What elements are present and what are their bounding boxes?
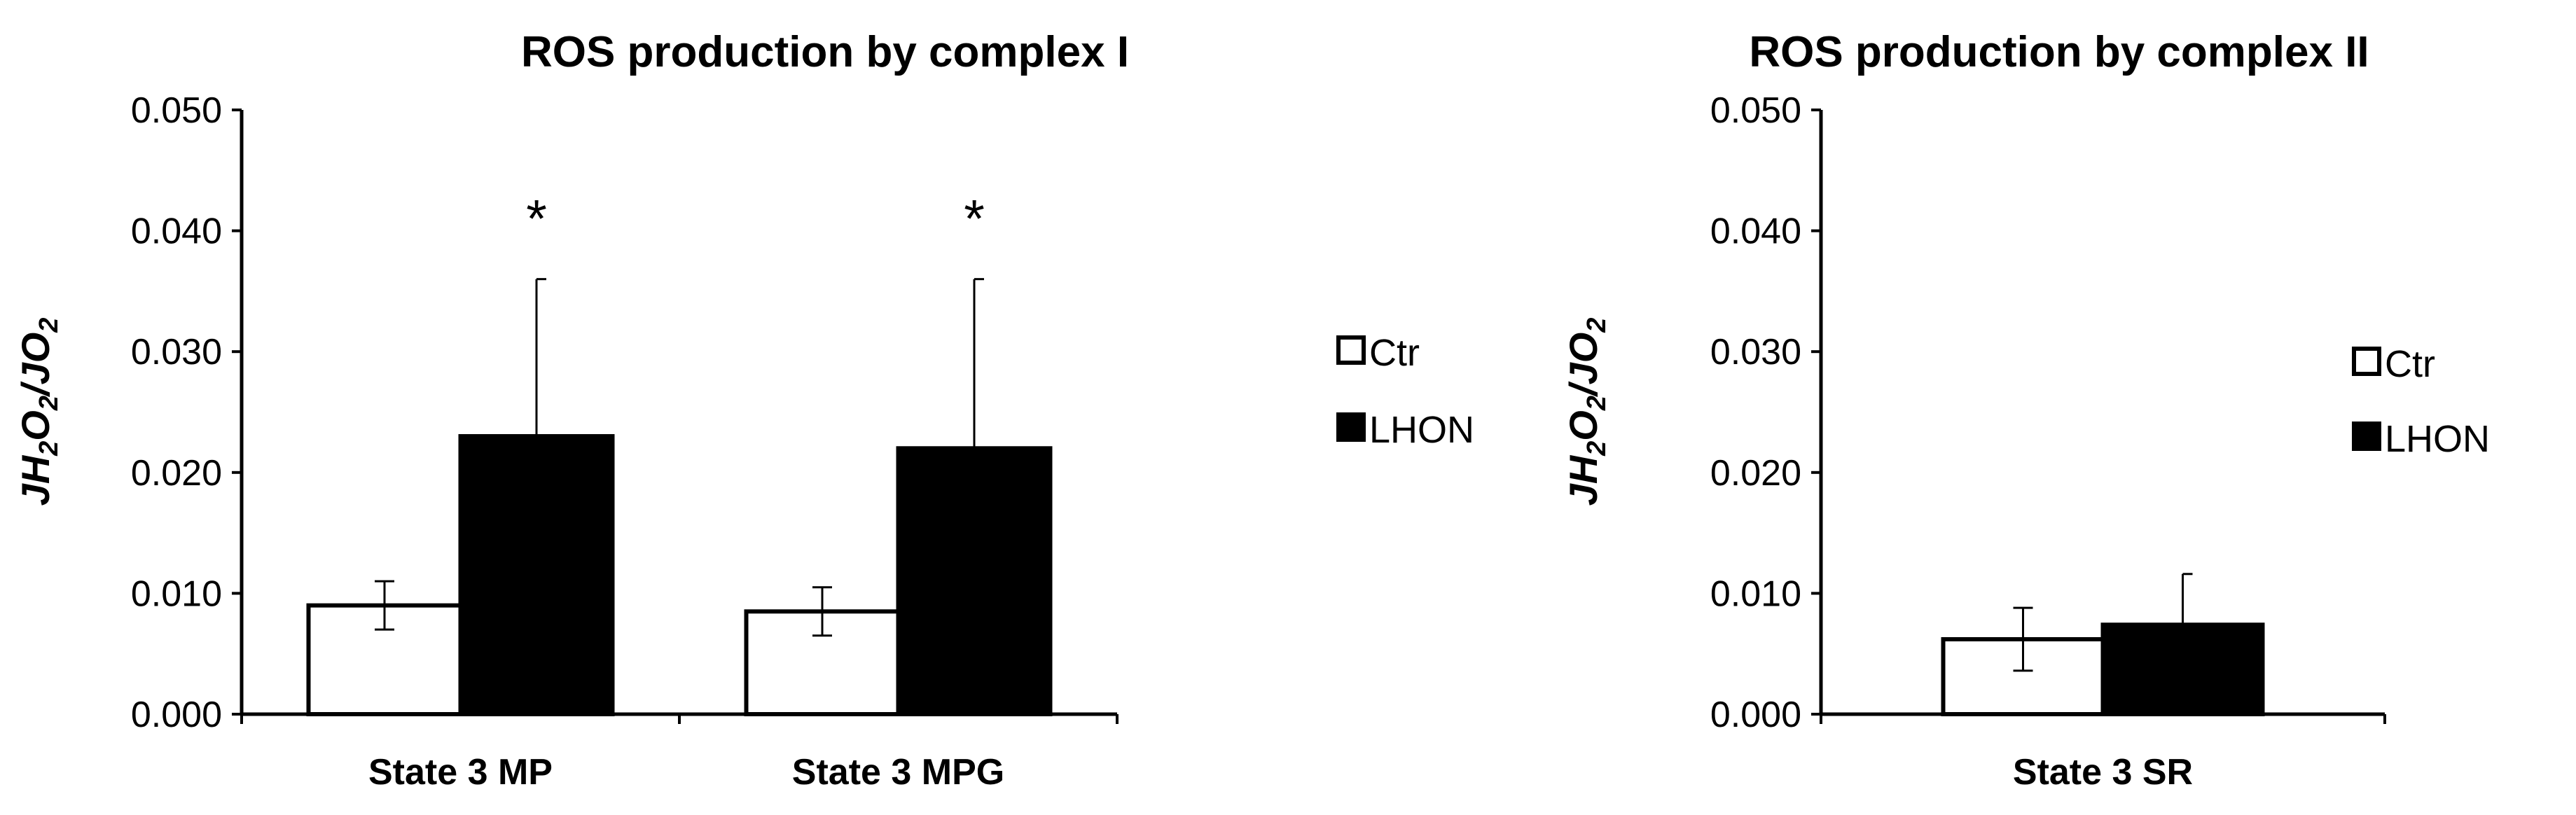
- y-tick-label: 0.000: [131, 695, 222, 735]
- legend-swatch-lhon: [2352, 422, 2381, 451]
- y-tick-label: 0.030: [1710, 332, 1801, 372]
- y-tick-label: 0.050: [131, 90, 222, 131]
- legend-label-lhon: LHON: [1369, 409, 1474, 451]
- y-tick-label: 0.020: [1710, 453, 1801, 494]
- legend-swatch-ctr: [2352, 347, 2381, 376]
- legend-label-ctr: Ctr: [1369, 332, 1420, 374]
- y-axis-label-part: 2: [34, 441, 64, 457]
- category-label: State 3 MPG: [792, 752, 1004, 793]
- y-axis-label: JH2O2/JO2: [13, 318, 64, 506]
- y-axis-label-part: JH: [13, 454, 57, 506]
- y-axis-label-part: 2: [34, 396, 64, 411]
- y-axis-label-part: /JO: [1561, 333, 1605, 398]
- y-tick-label: 0.040: [1710, 211, 1801, 252]
- bar-lhon: [2100, 622, 2265, 716]
- y-tick-label: 0.030: [131, 332, 222, 372]
- y-axis-label-part: 2: [1582, 441, 1612, 457]
- legend-label-lhon: LHON: [2385, 418, 2490, 460]
- significance-star: *: [964, 190, 985, 249]
- category-label: State 3 MP: [368, 752, 553, 793]
- y-tick-label: 0.000: [1710, 695, 1801, 735]
- y-tick-label: 0.050: [1710, 90, 1801, 131]
- y-tick-label: 0.010: [131, 573, 222, 614]
- y-tick-label: 0.020: [131, 453, 222, 494]
- y-tick-label: 0.010: [1710, 573, 1801, 614]
- y-axis-label-part: /JO: [13, 333, 57, 398]
- category-label: State 3 SR: [2013, 752, 2193, 793]
- y-axis-label-part: JH: [1561, 454, 1605, 506]
- chart-title: ROS production by complex II: [1749, 28, 2369, 76]
- chart-2: ROS production by complex IIJH2O2/JO20.0…: [1561, 28, 2490, 793]
- y-axis-label-part: 2: [1582, 318, 1612, 333]
- y-axis-label-part: 2: [1582, 396, 1612, 411]
- y-axis-label-part: 2: [34, 318, 64, 333]
- legend-label-ctr: Ctr: [2385, 343, 2435, 385]
- significance-star: *: [526, 190, 547, 249]
- y-axis-label-part: O: [1561, 410, 1605, 441]
- bar-lhon: [458, 434, 615, 717]
- y-axis-label-part: O: [13, 410, 57, 441]
- bar-lhon: [896, 446, 1053, 717]
- y-axis-label: JH2O2/JO2: [1561, 318, 1612, 506]
- chart-1: ROS production by complex IJH2O2/JO20.00…: [13, 28, 1474, 793]
- y-tick-label: 0.040: [131, 211, 222, 252]
- legend-swatch-lhon: [1336, 412, 1366, 442]
- chart-title: ROS production by complex I: [521, 28, 1129, 76]
- legend-swatch-ctr: [1336, 335, 1366, 365]
